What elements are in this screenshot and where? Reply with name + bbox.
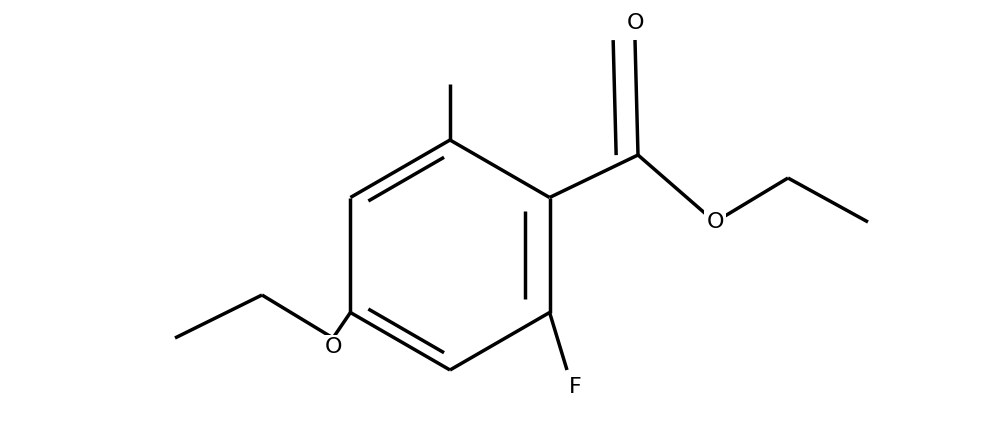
Text: O: O bbox=[706, 212, 724, 232]
Text: O: O bbox=[627, 13, 643, 33]
Text: F: F bbox=[569, 377, 581, 397]
Text: O: O bbox=[325, 336, 342, 357]
